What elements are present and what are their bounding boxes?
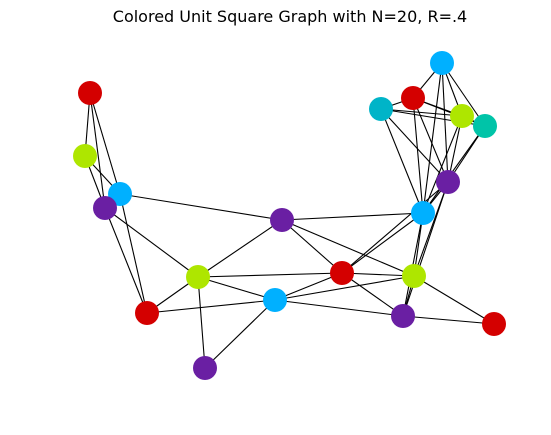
graph-edge-8-9 bbox=[274, 272, 343, 301]
graph-node-7 bbox=[193, 356, 217, 380]
edge-layer bbox=[84, 62, 495, 369]
graph-edge-4-5 bbox=[197, 219, 283, 278]
graph-edge-9-10 bbox=[341, 272, 415, 277]
graph-edge-14-17 bbox=[412, 97, 449, 183]
figure-title: Colored Unit Square Graph with N=20, R=.… bbox=[112, 7, 468, 26]
graph-edge-9-13 bbox=[341, 212, 424, 274]
graph-edge-8-10 bbox=[274, 275, 415, 301]
graph-node-11 bbox=[391, 304, 415, 328]
graph-node-16 bbox=[369, 97, 393, 121]
graph-node-3 bbox=[93, 196, 117, 220]
graph-node-4 bbox=[270, 208, 294, 232]
graph-edge-13-16 bbox=[380, 108, 424, 214]
graph-edge-13-19 bbox=[422, 125, 486, 214]
graph-edge-11-12 bbox=[402, 315, 495, 325]
graph-edge-13-15 bbox=[422, 62, 443, 214]
graph-edge-4-9 bbox=[281, 219, 343, 274]
graph-edge-5-7 bbox=[197, 276, 206, 369]
graph-edge-11-14 bbox=[402, 181, 449, 317]
graph-edge-10-12 bbox=[413, 275, 495, 325]
graph-edge-4-13 bbox=[281, 212, 424, 221]
graph-node-6 bbox=[135, 301, 159, 325]
graph-edge-0-3 bbox=[89, 92, 106, 209]
graph-edge-5-9 bbox=[197, 272, 343, 278]
graph-node-10 bbox=[402, 264, 426, 288]
graph-node-19 bbox=[473, 114, 497, 138]
node-layer bbox=[73, 51, 506, 380]
graph-edge-4-10 bbox=[281, 219, 415, 277]
graph-edge-15-19 bbox=[441, 62, 486, 127]
graph-edge-2-6 bbox=[119, 193, 148, 314]
graph-edge-3-5 bbox=[104, 207, 199, 278]
graph-node-17 bbox=[401, 86, 425, 110]
graph-edge-7-8 bbox=[204, 299, 276, 369]
graph-node-12 bbox=[482, 312, 506, 336]
graph-node-5 bbox=[186, 265, 210, 289]
graph-node-14 bbox=[436, 170, 460, 194]
graph-edge-3-6 bbox=[104, 207, 148, 314]
graph-edge-2-4 bbox=[119, 193, 283, 221]
graph-edge-5-8 bbox=[197, 276, 276, 301]
graph-edge-6-8 bbox=[146, 299, 276, 314]
graph-edge-8-11 bbox=[274, 299, 404, 317]
graph-node-0 bbox=[78, 81, 102, 105]
graph-node-13 bbox=[411, 201, 435, 225]
graph-edge-13-17 bbox=[412, 97, 424, 214]
graph-node-2 bbox=[108, 182, 132, 206]
graph-node-8 bbox=[263, 288, 287, 312]
graph-edge-14-16 bbox=[380, 108, 449, 183]
graph-edge-9-11 bbox=[341, 272, 404, 317]
graph-node-18 bbox=[450, 104, 474, 128]
graph-edge-0-2 bbox=[89, 92, 121, 195]
graph-node-1 bbox=[73, 144, 97, 168]
graph-edge-16-18 bbox=[380, 108, 463, 117]
graph-edge-9-14 bbox=[341, 181, 449, 274]
graph-node-15 bbox=[430, 51, 454, 75]
graph-edge-13-18 bbox=[422, 115, 463, 214]
graph-node-9 bbox=[330, 261, 354, 285]
graph-edge-14-15 bbox=[441, 62, 449, 183]
